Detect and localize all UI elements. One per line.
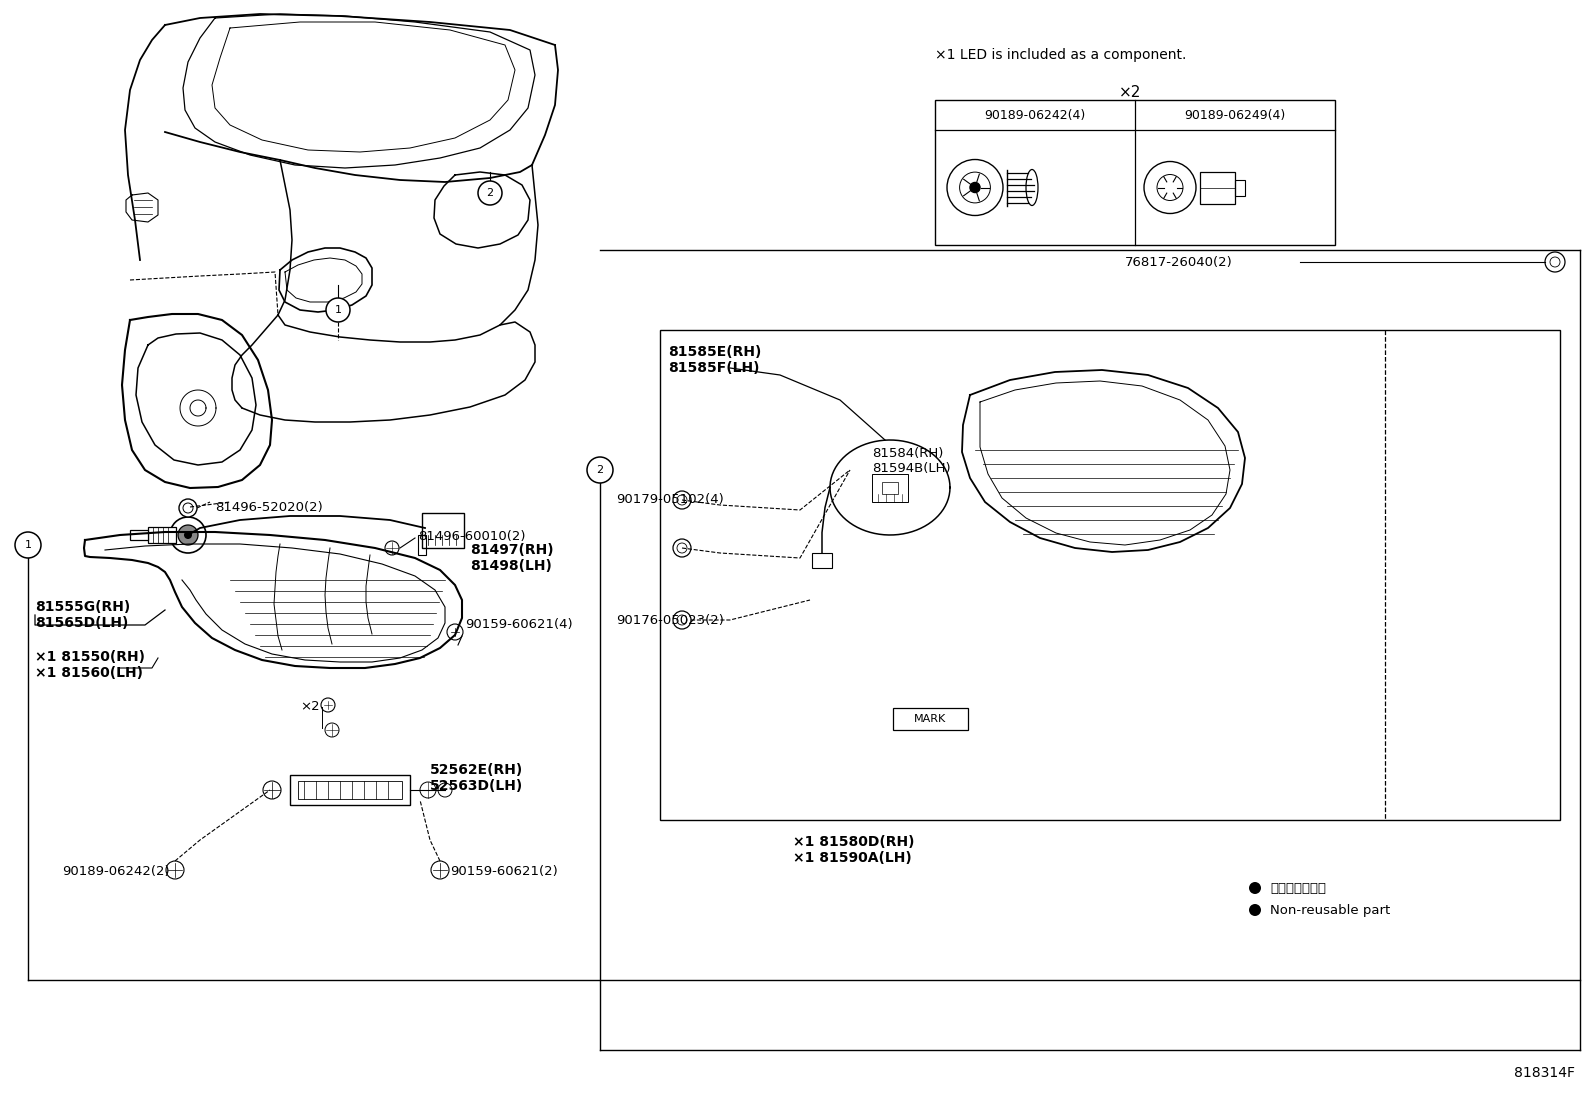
- Circle shape: [1250, 904, 1261, 915]
- Text: 90189-06249(4): 90189-06249(4): [1184, 109, 1286, 122]
- Circle shape: [673, 611, 691, 629]
- Text: ×1 LED is included as a component.: ×1 LED is included as a component.: [935, 48, 1186, 62]
- Text: Non-reusable part: Non-reusable part: [1270, 904, 1390, 917]
- Text: ×2: ×2: [1119, 85, 1141, 100]
- Bar: [419, 535, 427, 555]
- Bar: [812, 553, 833, 567]
- Text: MARK: MARK: [914, 714, 946, 724]
- Circle shape: [673, 539, 691, 557]
- Circle shape: [385, 541, 400, 555]
- Circle shape: [587, 457, 613, 482]
- Circle shape: [1544, 252, 1565, 271]
- Circle shape: [970, 182, 981, 192]
- Bar: [1235, 179, 1245, 196]
- Circle shape: [178, 525, 197, 545]
- Bar: [872, 474, 907, 501]
- Circle shape: [856, 448, 868, 458]
- Bar: [131, 530, 148, 540]
- Circle shape: [1250, 882, 1261, 893]
- Text: 52562E(RH)
52563D(LH): 52562E(RH) 52563D(LH): [430, 763, 524, 793]
- Text: 90159-60621(4): 90159-60621(4): [465, 618, 573, 631]
- Text: 90179-05102(4): 90179-05102(4): [616, 493, 724, 506]
- Bar: [882, 481, 898, 493]
- Text: 81585E(RH)
81585F(LH): 81585E(RH) 81585F(LH): [669, 345, 761, 375]
- Polygon shape: [962, 370, 1245, 552]
- Text: 90189-06242(4): 90189-06242(4): [984, 109, 1086, 122]
- Text: 90176-05023(2): 90176-05023(2): [616, 614, 724, 628]
- Circle shape: [178, 499, 197, 517]
- Circle shape: [478, 181, 501, 206]
- Text: 76817-26040(2): 76817-26040(2): [1126, 256, 1232, 269]
- Text: 81496-60010(2): 81496-60010(2): [419, 530, 525, 543]
- Bar: [893, 708, 968, 730]
- Text: 81496-52020(2): 81496-52020(2): [215, 501, 323, 514]
- Bar: [298, 781, 403, 799]
- Circle shape: [673, 491, 691, 509]
- Text: 1: 1: [24, 540, 32, 550]
- Circle shape: [856, 463, 868, 473]
- Bar: [422, 513, 463, 548]
- Text: ×1 81550(RH)
×1 81560(LH): ×1 81550(RH) ×1 81560(LH): [35, 650, 145, 680]
- Text: 90159-60621(2): 90159-60621(2): [451, 865, 557, 878]
- Bar: [935, 100, 1336, 245]
- Bar: [290, 775, 411, 804]
- Text: 2: 2: [487, 188, 494, 198]
- Text: ×2: ×2: [299, 700, 320, 713]
- Text: 2: 2: [597, 465, 603, 475]
- Circle shape: [326, 298, 350, 322]
- Text: 81497(RH)
81498(LH): 81497(RH) 81498(LH): [470, 543, 554, 574]
- Text: 再使用不可部品: 再使用不可部品: [1270, 882, 1326, 895]
- Circle shape: [170, 517, 205, 553]
- Bar: [1200, 171, 1235, 203]
- Bar: [148, 528, 177, 543]
- Circle shape: [185, 531, 193, 539]
- Text: 81584(RH)
81594B(LH): 81584(RH) 81594B(LH): [872, 447, 950, 475]
- Text: 90189-06242(2): 90189-06242(2): [62, 865, 170, 878]
- Text: 81555G(RH)
81565D(LH): 81555G(RH) 81565D(LH): [35, 600, 131, 630]
- Text: 818314F: 818314F: [1514, 1066, 1574, 1080]
- Circle shape: [14, 532, 41, 558]
- Polygon shape: [829, 440, 950, 535]
- Text: ×1 81580D(RH)
×1 81590A(LH): ×1 81580D(RH) ×1 81590A(LH): [793, 835, 914, 865]
- Text: 1: 1: [334, 306, 342, 315]
- Bar: [661, 330, 1560, 820]
